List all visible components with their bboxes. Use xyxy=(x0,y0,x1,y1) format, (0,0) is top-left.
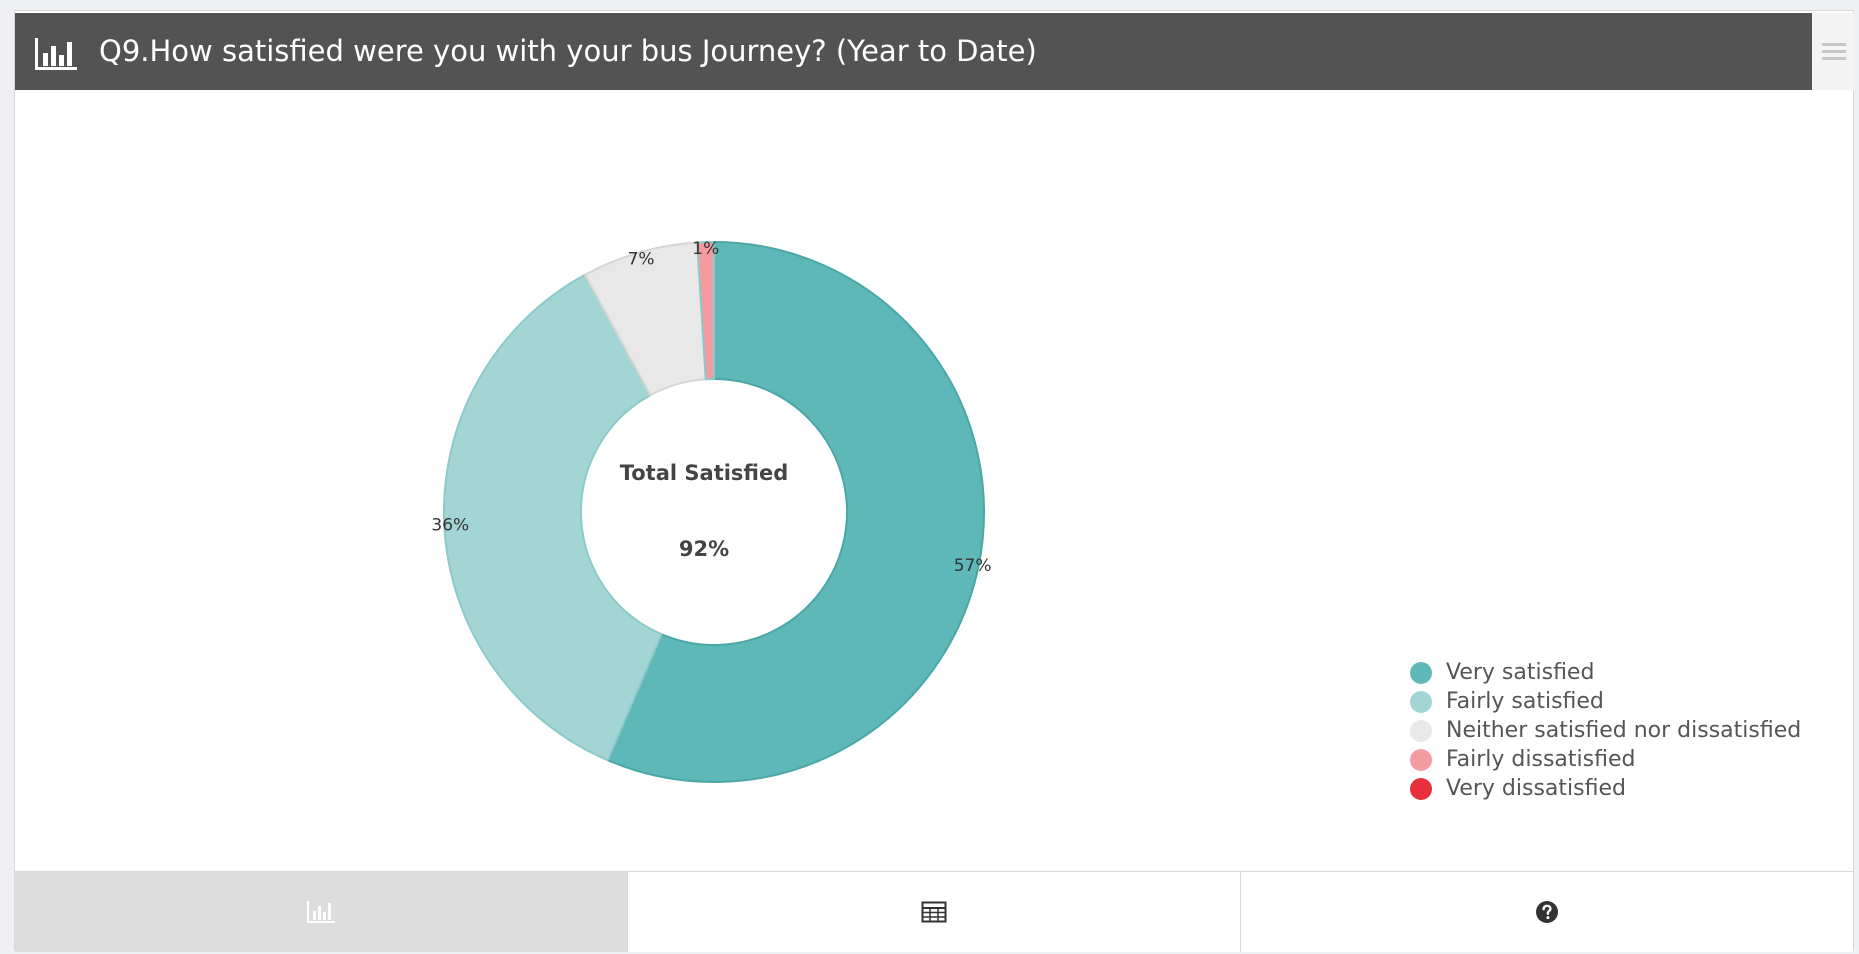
question-circle-icon xyxy=(1536,901,1558,923)
legend-item[interactable]: Very satisfied xyxy=(1410,658,1801,687)
slice-labels: 57% 36% 7% 1% xyxy=(431,239,991,576)
donut-slices xyxy=(443,240,986,783)
donut-chart: 57% 36% 7% 1% Total Satisfied 92% xyxy=(431,239,992,783)
slice-fairly-dissatisfied[interactable] xyxy=(696,240,715,381)
slice-fairly-satisfied[interactable] xyxy=(443,273,663,762)
panel-header: Q9.How satisfied were you with your bus … xyxy=(15,13,1812,90)
table-icon xyxy=(921,901,947,923)
chart-view-tab[interactable] xyxy=(15,872,628,952)
panel-footer xyxy=(15,871,1853,952)
legend-label: Very dissatisfied xyxy=(1446,776,1626,801)
slice-label: 36% xyxy=(431,515,469,535)
slice-label: 57% xyxy=(954,556,992,576)
chart-menu-button[interactable] xyxy=(1812,13,1855,90)
legend-label: Fairly dissatisfied xyxy=(1446,747,1636,772)
legend-item[interactable]: Neither satisfied nor dissatisfied xyxy=(1410,716,1801,745)
slice-very-satisfied[interactable] xyxy=(606,240,986,783)
center-label: Total Satisfied xyxy=(620,461,789,485)
slice-label: 1% xyxy=(692,239,719,259)
bar-chart-icon xyxy=(307,901,335,923)
legend-label: Fairly satisfied xyxy=(1446,689,1604,714)
hamburger-menu-icon xyxy=(1821,42,1846,60)
legend-label: Neither satisfied nor dissatisfied xyxy=(1446,718,1802,743)
legend-marker xyxy=(1410,719,1432,742)
slice-label: 7% xyxy=(628,249,655,269)
legend-item[interactable]: Fairly satisfied xyxy=(1410,687,1801,716)
legend-marker xyxy=(1410,748,1432,771)
legend-item[interactable]: Very dissatisfied xyxy=(1410,774,1801,803)
legend-marker xyxy=(1410,690,1432,713)
legend-item[interactable]: Fairly dissatisfied xyxy=(1410,745,1801,774)
center-value: 92% xyxy=(679,537,729,561)
help-tab[interactable] xyxy=(1241,872,1853,952)
legend-label: Very satisfied xyxy=(1446,660,1595,685)
legend-marker xyxy=(1410,777,1432,800)
table-view-tab[interactable] xyxy=(628,872,1241,952)
chart-panel: Q9.How satisfied were you with your bus … xyxy=(14,10,1855,952)
chart-title: Q9.How satisfied were you with your bus … xyxy=(99,34,1037,68)
chart-legend: Very satisfied Fairly satisfied Neither sa… xyxy=(1410,658,1801,803)
bar-chart-icon xyxy=(35,38,77,70)
legend-marker xyxy=(1410,661,1432,684)
